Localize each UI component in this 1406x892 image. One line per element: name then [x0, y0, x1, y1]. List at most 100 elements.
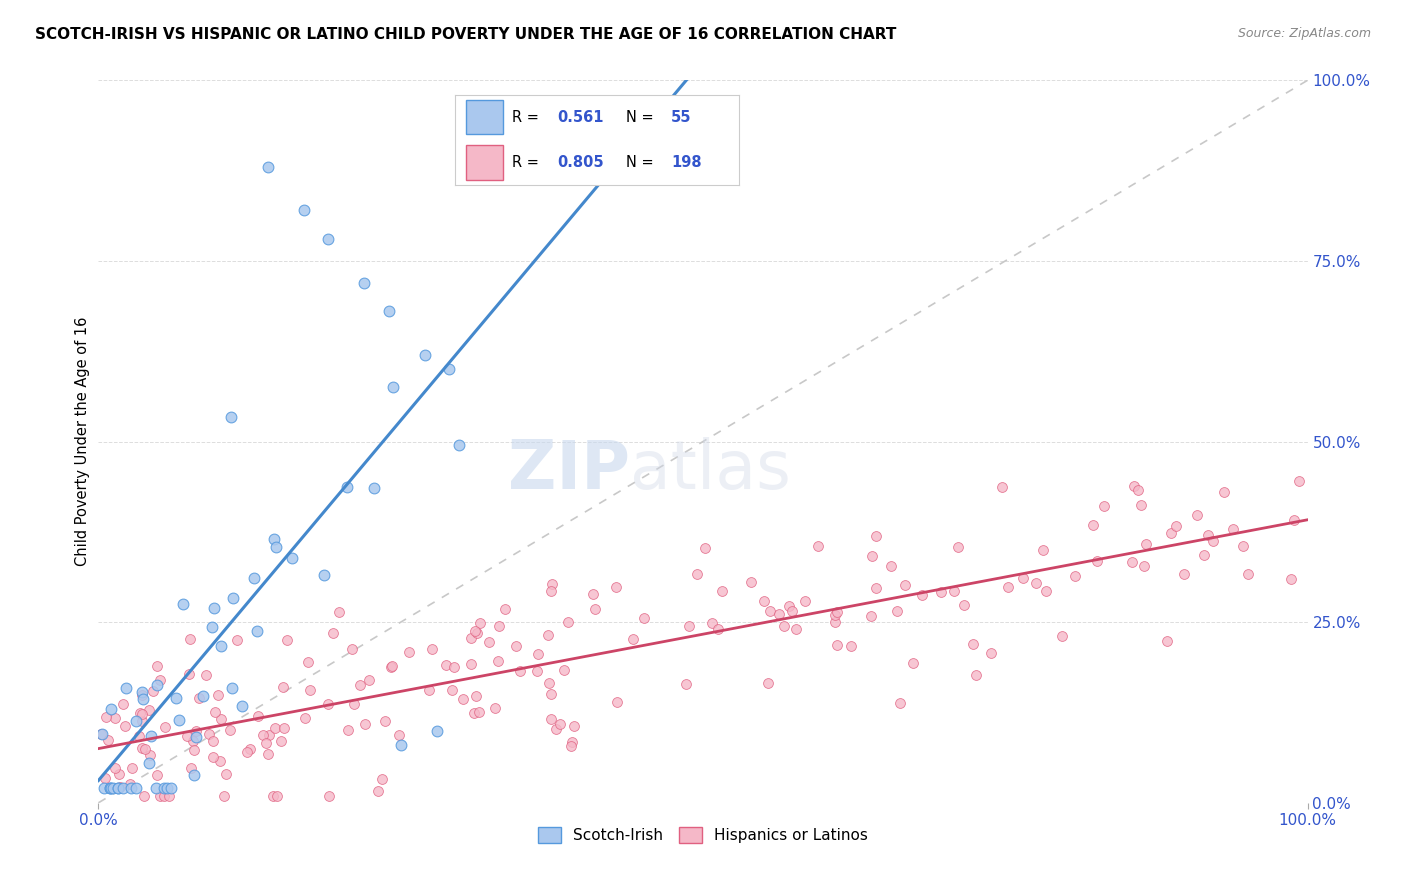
Point [374, 714, 396, 728]
Point [153, 720, 176, 734]
Point [209, 755, 232, 769]
Point [142, 684, 165, 698]
Point [859, 608, 882, 623]
Point [263, 532, 285, 546]
Point [526, 648, 548, 662]
Point [707, 622, 730, 636]
Point [780, 604, 803, 618]
Point [540, 583, 562, 598]
Point [183, 743, 205, 757]
Point [460, 657, 482, 671]
Point [188, 690, 211, 705]
Point [560, 739, 582, 754]
Legend: Scotch-Irish, Hispanics or Latinos: Scotch-Irish, Hispanics or Latinos [533, 822, 873, 849]
Point [633, 611, 655, 625]
Point [222, 591, 245, 605]
Point [1160, 525, 1182, 540]
Point [202, 734, 225, 748]
Point [131, 688, 153, 702]
Point [209, 712, 232, 726]
Point [146, 678, 169, 692]
Point [1126, 483, 1149, 498]
Point [1173, 567, 1195, 582]
Point [678, 619, 700, 633]
Point [114, 719, 136, 733]
Point [540, 687, 562, 701]
Point [131, 685, 153, 699]
Point [198, 727, 221, 741]
Point [778, 599, 800, 614]
Point [605, 580, 627, 594]
Point [184, 723, 207, 738]
Point [710, 583, 733, 598]
Point [1025, 575, 1047, 590]
Point [139, 730, 162, 744]
Point [231, 698, 253, 713]
Point [1187, 508, 1209, 522]
Point [107, 781, 129, 796]
Point [146, 659, 169, 673]
Point [316, 232, 339, 246]
Point [488, 619, 510, 633]
Point [759, 604, 782, 618]
Point [299, 682, 322, 697]
Point [911, 588, 934, 602]
Point [794, 594, 817, 608]
Point [340, 642, 363, 657]
Point [413, 348, 436, 362]
Y-axis label: Child Poverty Under the Age of 16: Child Poverty Under the Age of 16 [75, 317, 90, 566]
Point [460, 631, 482, 645]
Point [219, 410, 242, 425]
Point [562, 718, 585, 732]
Point [246, 624, 269, 639]
Point [990, 480, 1012, 494]
Point [125, 714, 148, 728]
Point [263, 721, 285, 735]
Point [169, 713, 191, 727]
Point [120, 781, 142, 796]
Point [965, 668, 987, 682]
Point [264, 540, 287, 554]
Point [1083, 518, 1105, 533]
Point [740, 575, 762, 590]
Point [342, 697, 364, 711]
Point [997, 580, 1019, 594]
Point [353, 276, 375, 290]
Point [388, 728, 411, 742]
Point [292, 203, 315, 218]
Point [398, 644, 420, 658]
Point [693, 541, 716, 555]
Point [111, 781, 134, 796]
Point [94, 709, 117, 723]
Point [381, 659, 404, 673]
Point [297, 655, 319, 669]
Point [132, 789, 155, 803]
Point [865, 581, 887, 595]
Point [104, 761, 127, 775]
Point [773, 619, 796, 633]
Point [1092, 500, 1115, 514]
Point [243, 571, 266, 585]
Point [322, 626, 344, 640]
Point [367, 784, 389, 798]
Point [262, 789, 284, 803]
Point [807, 540, 830, 554]
Point [145, 767, 167, 781]
Point [1156, 634, 1178, 648]
Point [112, 697, 135, 711]
Point [1035, 584, 1057, 599]
Point [702, 616, 724, 631]
Point [207, 688, 229, 702]
Point [470, 615, 492, 630]
Point [357, 673, 380, 687]
Point [294, 711, 316, 725]
Text: atlas: atlas [630, 437, 792, 503]
Point [865, 529, 887, 543]
Point [1197, 527, 1219, 541]
Point [336, 723, 359, 737]
Point [1213, 485, 1236, 500]
Point [328, 605, 350, 619]
Point [318, 789, 340, 803]
Point [149, 789, 172, 803]
Point [115, 681, 138, 695]
